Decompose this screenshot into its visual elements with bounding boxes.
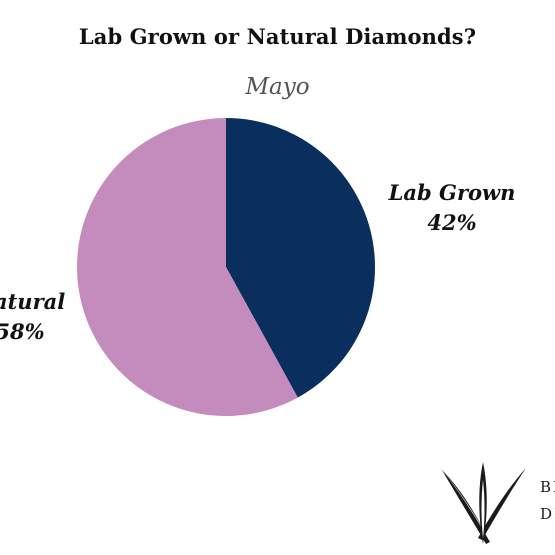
pie-labels: Lab Grown 42% Natural 58% (0, 180, 515, 344)
brand-logo-icon (440, 462, 526, 544)
chart-subtitle: Mayo (245, 74, 310, 100)
pie-slices (77, 118, 376, 417)
pie-slice-natural (77, 118, 298, 417)
slice-label-natural: Natural (0, 289, 65, 314)
logo-text-line2: DIA (540, 505, 555, 523)
slice-value-lab-grown: 42% (427, 210, 476, 235)
slice-label-lab-grown: Lab Grown (388, 180, 516, 205)
slice-value-natural: 58% (0, 319, 45, 344)
pie-slice-lab-grown (226, 118, 376, 398)
logo-text-line1: BE (540, 478, 555, 496)
chart-title: Lab Grown or Natural Diamonds? (78, 24, 477, 49)
